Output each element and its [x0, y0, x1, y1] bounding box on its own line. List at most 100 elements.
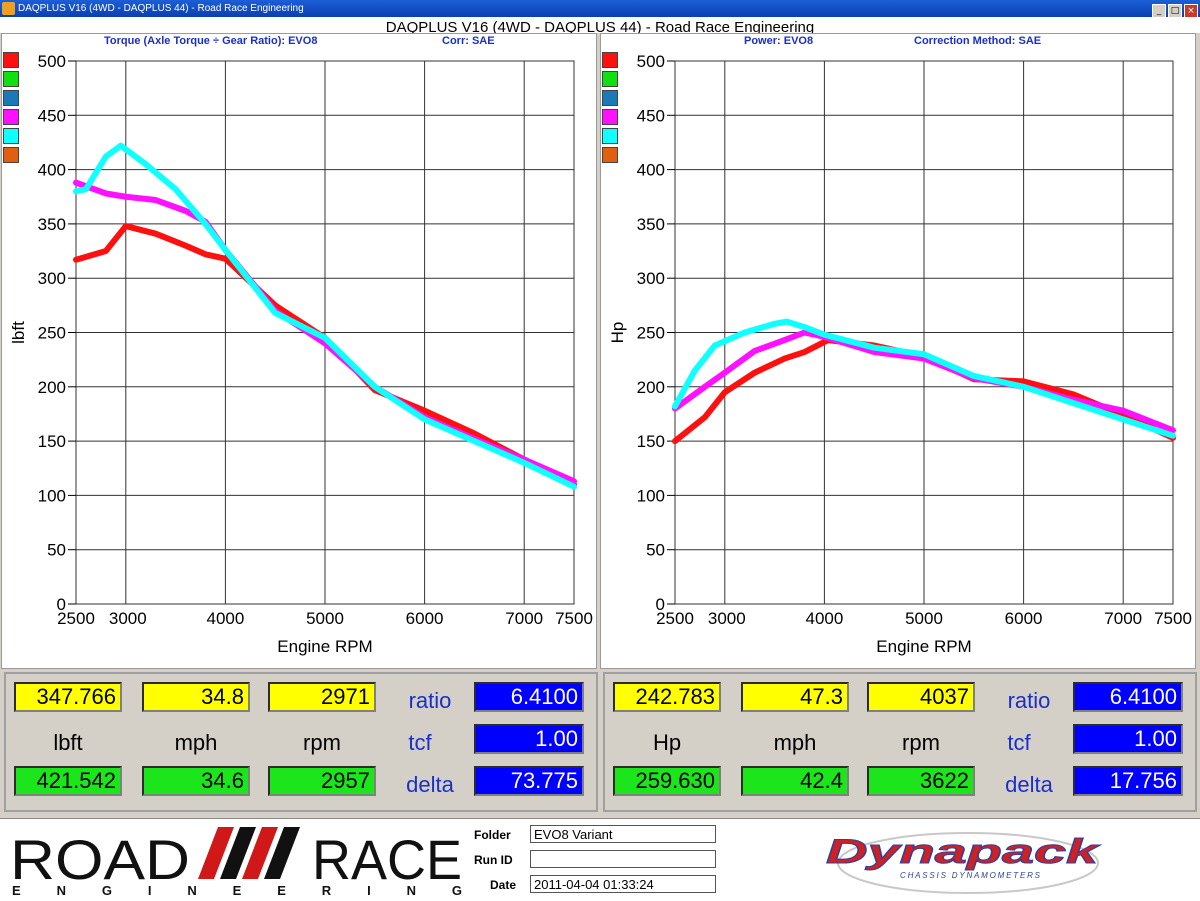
ratio-value: 6.4100 — [474, 682, 584, 712]
close-button[interactable]: × — [1184, 4, 1198, 18]
run-id-label: Run ID — [474, 853, 524, 867]
maximize-button[interactable]: □ — [1168, 4, 1182, 18]
y-tick-label: 300 — [38, 269, 66, 288]
series-swatch-green[interactable] — [3, 71, 19, 87]
x-tick-label: 7500 — [555, 609, 593, 628]
series-swatch-red[interactable] — [3, 52, 19, 68]
y-tick-label: 250 — [38, 324, 66, 343]
x-tick-label: 2500 — [656, 609, 694, 628]
x-tick-label: 5000 — [905, 609, 943, 628]
readout-cursor-speed: 34.8 — [142, 682, 250, 712]
minimize-button[interactable]: _ — [1152, 4, 1166, 18]
series-swatch-red[interactable] — [602, 52, 618, 68]
series-swatch-blue[interactable] — [602, 90, 618, 106]
logo-dynapack-subtext: CHASSIS DYNAMOMETERS — [900, 871, 1041, 880]
readout-cursor-rpm: 2971 — [268, 682, 376, 712]
delta-label: delta — [997, 772, 1061, 798]
tcf-value: 1.00 — [1073, 724, 1183, 754]
app-icon — [2, 2, 15, 15]
logo-dynapack-text: Dynapack — [826, 833, 1102, 871]
readout-peak-rpm: 2957 — [268, 766, 376, 796]
y-tick-label: 150 — [38, 432, 66, 451]
y-tick-label: 150 — [637, 432, 665, 451]
series-swatch-magenta[interactable] — [602, 109, 618, 125]
readout-unit-label: rpm — [867, 730, 975, 756]
y-axis-label: lbft — [9, 321, 28, 344]
y-tick-label: 100 — [637, 486, 665, 505]
logo-road-text: ROAD — [10, 828, 190, 891]
logo-race-text: RACE — [312, 828, 462, 891]
delta-label: delta — [398, 772, 462, 798]
folder-label: Folder — [474, 828, 524, 842]
series-swatch-orange[interactable] — [3, 147, 19, 163]
y-tick-label: 50 — [646, 541, 665, 560]
ratio-label: ratio — [398, 688, 462, 714]
readout-peak-speed: 34.6 — [142, 766, 250, 796]
y-tick-label: 100 — [38, 486, 66, 505]
y-tick-label: 400 — [38, 161, 66, 180]
x-tick-label: 4000 — [805, 609, 843, 628]
y-tick-label: 500 — [637, 52, 665, 71]
x-tick-label: 2500 — [57, 609, 95, 628]
x-axis-label: Engine RPM — [876, 637, 971, 656]
readout-unit-label: Hp — [613, 730, 721, 756]
readout-unit-label: rpm — [268, 730, 376, 756]
tcf-value: 1.00 — [474, 724, 584, 754]
series-swatch-blue[interactable] — [3, 90, 19, 106]
torque-chart-panel: Torque (Axle Torque ÷ Gear Ratio): EVO8 … — [1, 33, 597, 669]
series-swatch-orange[interactable] — [602, 147, 618, 163]
y-tick-label: 200 — [38, 378, 66, 397]
readout-peak-speed: 42.4 — [741, 766, 849, 796]
y-axis-label: Hp — [608, 322, 627, 344]
series-swatch-cyan[interactable] — [3, 128, 19, 144]
readout-cursor-speed: 47.3 — [741, 682, 849, 712]
x-tick-label: 5000 — [306, 609, 344, 628]
readout-unit-label: mph — [142, 730, 250, 756]
series-swatches — [3, 52, 19, 166]
page-title: DAQPLUS V16 (4WD - DAQPLUS 44) - Road Ra… — [0, 17, 1200, 33]
tcf-label: tcf — [398, 730, 442, 756]
folder-field[interactable]: EVO8 Variant — [530, 825, 716, 843]
road-race-engineering-logo: ROAD RACE E N G I N E E R I N G — [8, 823, 468, 897]
y-tick-label: 300 — [637, 269, 665, 288]
series-swatch-magenta[interactable] — [3, 109, 19, 125]
run-id-field[interactable] — [530, 850, 716, 868]
readout-unit-label: lbft — [14, 730, 122, 756]
x-tick-label: 7000 — [1104, 609, 1142, 628]
date-field[interactable]: 2011-04-04 01:33:24 — [530, 875, 716, 893]
series-swatches — [602, 52, 618, 166]
window-controls: _□× — [1150, 2, 1198, 15]
y-tick-label: 250 — [637, 324, 665, 343]
window-titlebar: DAQPLUS V16 (4WD - DAQPLUS 44) - Road Ra… — [0, 0, 1200, 17]
readout-peak-rpm: 3622 — [867, 766, 975, 796]
x-tick-label: 6000 — [406, 609, 444, 628]
torque-readout: 347.766 34.8 2971 lbft mph rpm 421.542 3… — [4, 672, 598, 812]
y-tick-label: 450 — [38, 106, 66, 125]
ratio-value: 6.4100 — [1073, 682, 1183, 712]
y-tick-label: 400 — [637, 161, 665, 180]
readout-cursor-value: 347.766 — [14, 682, 122, 712]
y-tick-label: 350 — [38, 215, 66, 234]
ratio-label: ratio — [997, 688, 1061, 714]
y-tick-label: 500 — [38, 52, 66, 71]
x-tick-label: 7500 — [1154, 609, 1192, 628]
x-tick-label: 3000 — [109, 609, 147, 628]
readout-unit-label: mph — [741, 730, 849, 756]
readout-peak-value: 259.630 — [613, 766, 721, 796]
y-tick-label: 50 — [47, 541, 66, 560]
series-swatch-cyan[interactable] — [602, 128, 618, 144]
readout-peak-value: 421.542 — [14, 766, 122, 796]
power-readout: 242.783 47.3 4037 Hp mph rpm 259.630 42.… — [603, 672, 1197, 812]
y-tick-label: 200 — [637, 378, 665, 397]
x-tick-label: 3000 — [708, 609, 746, 628]
delta-value: 17.756 — [1073, 766, 1183, 796]
readout-cursor-value: 242.783 — [613, 682, 721, 712]
delta-value: 73.775 — [474, 766, 584, 796]
x-tick-label: 7000 — [505, 609, 543, 628]
readout-cursor-rpm: 4037 — [867, 682, 975, 712]
series-swatch-green[interactable] — [602, 71, 618, 87]
x-tick-label: 6000 — [1005, 609, 1043, 628]
dynapack-logo: Dynapack CHASSIS DYNAMOMETERS — [820, 825, 1120, 895]
